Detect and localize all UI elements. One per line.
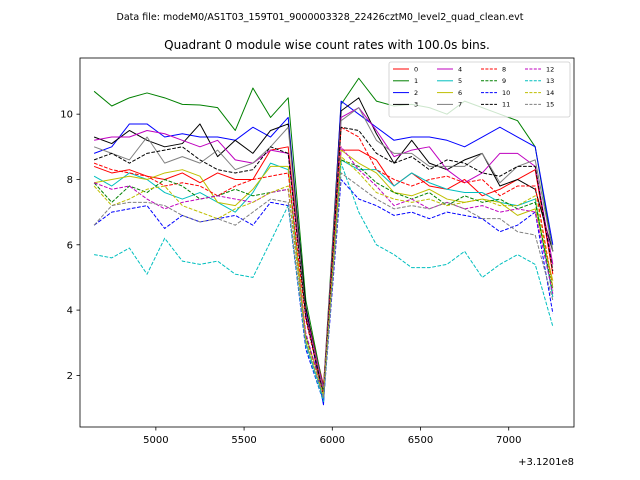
legend-label: 12 [546, 65, 554, 73]
legend-entry-8: 8 [481, 65, 506, 73]
series-line-15 [93, 172, 554, 399]
legend-label: 13 [546, 77, 554, 85]
legend-label: 15 [546, 101, 554, 109]
legend-label: 14 [546, 89, 554, 97]
legend-label: 1 [414, 77, 418, 85]
legend-label: 0 [414, 65, 418, 73]
series-line-5 [93, 159, 554, 399]
legend-entry-11: 11 [481, 101, 510, 109]
series-line-11 [93, 126, 554, 396]
legend-entry-6: 6 [437, 89, 462, 97]
legend-label: 6 [458, 89, 462, 97]
series-layer [93, 77, 554, 406]
legend-label: 11 [502, 101, 510, 109]
series-line-13 [94, 162, 554, 403]
legend-entry-5: 5 [437, 77, 462, 85]
legend-entry-2: 2 [393, 89, 418, 97]
x-tick-label: 5500 [231, 435, 256, 446]
legend-label: 9 [502, 77, 506, 85]
legend-entry-9: 9 [481, 77, 506, 85]
y-tick-label: 6 [67, 240, 73, 251]
y-tick-label: 2 [67, 371, 73, 382]
y-axis: 2 4 6 8 10 [60, 110, 80, 382]
legend-label: 7 [458, 101, 462, 109]
legend-entry-0: 0 [393, 65, 418, 73]
legend-label: 5 [458, 77, 462, 85]
x-tick-label: 6000 [320, 435, 345, 446]
legend-label: 8 [502, 65, 506, 73]
legend-entry-4: 4 [437, 65, 462, 73]
axes-frame [79, 57, 575, 428]
x-tick-label: 7000 [496, 435, 521, 446]
legend-entry-1: 1 [393, 77, 418, 85]
legend-entry-12: 12 [525, 65, 554, 73]
legend-frame [388, 61, 571, 118]
chart-title: Quadrant 0 module wise count rates with … [164, 38, 490, 52]
y-tick-label: 8 [67, 175, 73, 186]
legend-label: 2 [414, 89, 418, 97]
x-offset-label: +3.1201e8 [518, 457, 574, 468]
legend-label: 10 [502, 89, 510, 97]
x-tick-label: 6500 [408, 435, 433, 446]
legend-entry-14: 14 [525, 89, 554, 97]
legend-entry-10: 10 [481, 89, 510, 97]
legend-label: 3 [414, 101, 418, 109]
x-tick-label: 5000 [143, 435, 168, 446]
legend-entry-7: 7 [437, 101, 462, 109]
legend-label: 4 [458, 65, 462, 73]
y-tick-label: 4 [67, 306, 73, 317]
legend-entry-15: 15 [525, 101, 554, 109]
suptitle: Data file: modeM0/AS1T03_159T01_90000033… [117, 12, 524, 23]
legend-entry-3: 3 [393, 101, 418, 109]
x-axis: 5000 5500 6000 6500 7000 [143, 427, 521, 446]
y-tick-label: 10 [60, 110, 73, 121]
legend-entry-13: 13 [525, 77, 554, 85]
